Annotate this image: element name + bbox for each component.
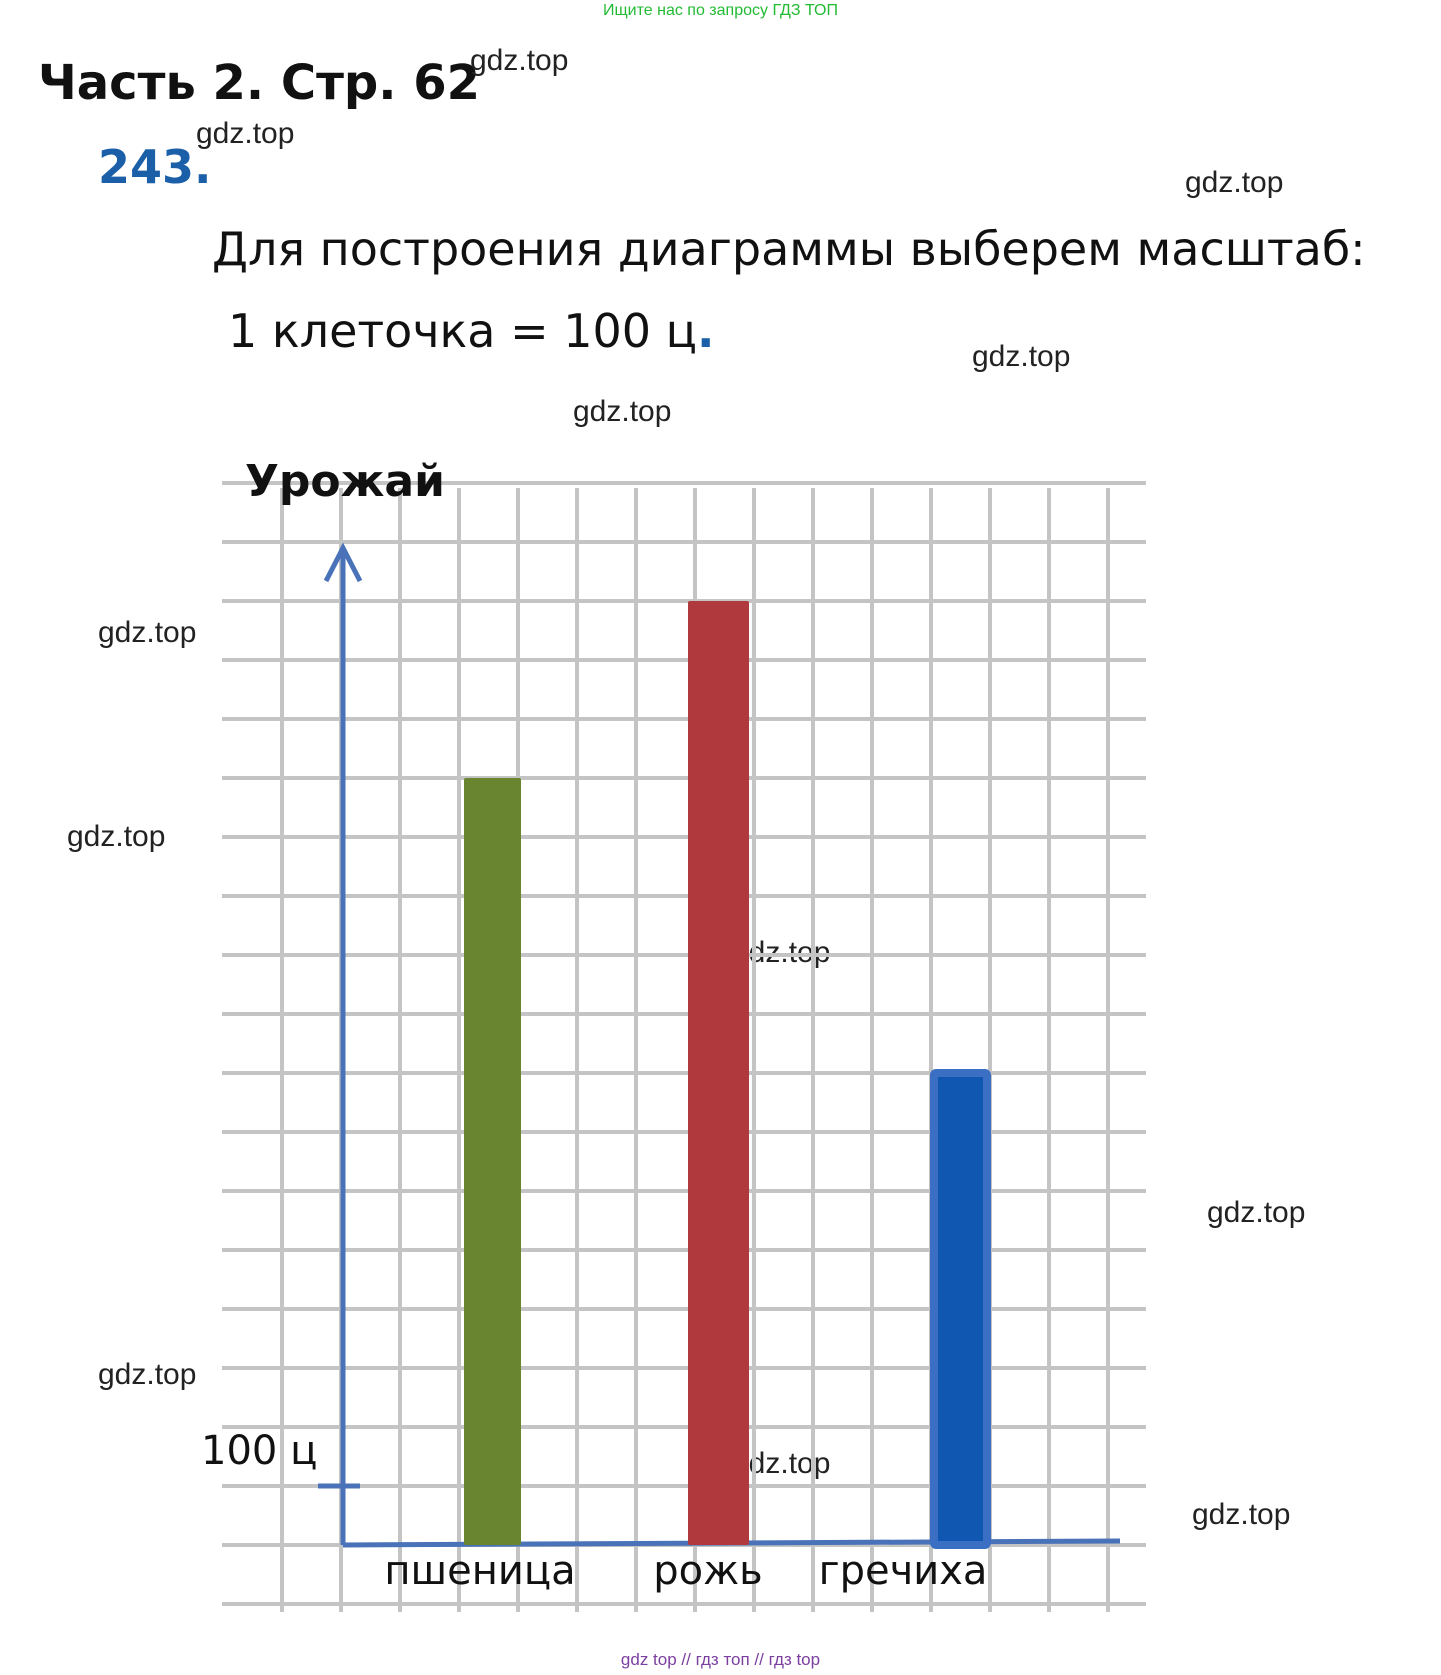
scale-text-line2: 1 клеточка = 100 ц. bbox=[228, 304, 714, 358]
watermark: gdz.top bbox=[972, 340, 1071, 373]
x-tick-label: рожь bbox=[653, 1548, 762, 1594]
watermark: gdz.top bbox=[1207, 1196, 1306, 1229]
footer: gdz top // гдз топ // гдз top bbox=[620, 1650, 821, 1669]
x-tick-label: пшеница bbox=[384, 1548, 575, 1594]
page-title: Часть 2. Стр. 62 bbox=[38, 55, 481, 111]
bar-3 bbox=[930, 1069, 991, 1549]
watermark: gdz.top bbox=[470, 44, 569, 77]
scale-text-value: 1 клеточка = 100 ц bbox=[228, 304, 697, 358]
chart-grid bbox=[222, 481, 1146, 1612]
x-axis-labels: пшеница рожь гречиха bbox=[384, 1548, 987, 1594]
bar-1 bbox=[464, 778, 521, 1545]
top-banner: Ищите нас по запросу ГДЗ ТОП bbox=[603, 2, 838, 19]
watermark: gdz.top bbox=[573, 395, 672, 428]
watermark: gdz.top bbox=[67, 820, 166, 853]
watermark: gdz.top bbox=[98, 616, 197, 649]
watermark: gdz.top bbox=[98, 1358, 197, 1391]
scale-text-dot: . bbox=[696, 304, 715, 358]
chart-bars bbox=[464, 601, 991, 1549]
scale-text-line1: Для построения диаграммы выберем масштаб… bbox=[212, 222, 1366, 276]
watermark: gdz.top bbox=[196, 117, 295, 150]
y-tick-label: 100 ц bbox=[201, 1428, 317, 1474]
watermark: gdz.top bbox=[1192, 1498, 1291, 1531]
task-number: 243. bbox=[98, 140, 212, 194]
watermark: gdz.top bbox=[1185, 166, 1284, 199]
bar-2 bbox=[688, 601, 749, 1545]
y-axis-arrow bbox=[323, 542, 363, 583]
y-axis-label: Урожай bbox=[245, 456, 445, 507]
x-tick-label: гречиха bbox=[819, 1548, 988, 1594]
